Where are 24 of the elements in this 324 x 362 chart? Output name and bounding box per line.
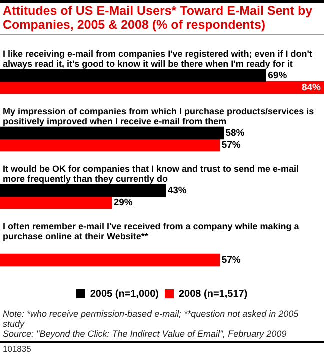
legend-label: 2008 (n=1,517) (179, 288, 248, 300)
bar (0, 138, 220, 152)
bar (0, 254, 220, 267)
text: 101835 (2, 343, 32, 355)
bar (0, 81, 324, 94)
data-label: 29% (114, 197, 134, 208)
bar (0, 184, 166, 198)
data-label: 57% (222, 254, 242, 266)
y-tick-label: My impression of companies from which I purchase products/services is positively improved when I receive e-mail from them (3, 106, 314, 126)
y-tick-label: I like receiving e-mail from companies I've registered with; even if I don't always read it, it's good to know it will be there when I'm ready for it (3, 49, 312, 69)
chart-title: Attitudes of US E-Mail Users* Toward E-Mail Sent by Companies, 2005 & 2008 (% of respondents) (0, 0, 324, 35)
data-label: 43% (168, 185, 188, 196)
data-label: 69% (268, 70, 288, 82)
y-tick-label: I often remember e-mail I've received from a company while making a purchase online at their Website** (3, 222, 300, 242)
data-label: 57% (222, 140, 242, 151)
text: Note: *who receive permission-based e-mail; **question not asked in 2005 study (3, 309, 300, 329)
data-label: 58% (226, 128, 246, 139)
y-tick-label: It would be OK for companies that I know and trust to send me e-mail more frequently than they currently do (3, 164, 300, 184)
legend-label: 2005 (n=1,000) (90, 288, 160, 300)
bar (0, 196, 112, 210)
data-label: 84% (302, 82, 322, 94)
bar (0, 126, 224, 140)
source-note: Source: "Beyond the Click: The Indirect Value of Email", February 2009 (3, 329, 288, 339)
bar (0, 69, 266, 82)
